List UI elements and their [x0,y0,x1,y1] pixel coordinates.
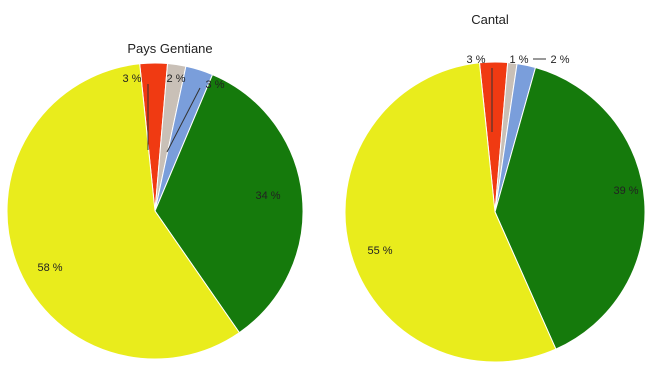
slice-label-1: 3 % [123,73,142,85]
slice-label-5: 58 % [37,262,62,274]
chart-title-pays-gentiane: Pays Gentiane [127,41,212,56]
pie-chart-pays-gentiane: Pays Gentiane 3 % 2 % 3 % 34 % 58 % [6,41,304,360]
slice-label-1: 3 % [467,54,486,66]
pie-slice-4 [494,66,646,350]
pie-slice-5 [344,62,557,363]
slice-label-2: 1 % [510,54,529,66]
pie-chart-cantal: Cantal 3 % 1 % 2 % 39 % 55 % [344,12,646,363]
leader-line-3 [166,87,201,153]
slice-label-3: 2 % [551,54,570,66]
slice-label-4: 34 % [255,190,280,202]
pie-slice-4 [154,73,304,334]
slice-label-5: 55 % [367,245,392,257]
slice-label-4: 39 % [613,185,638,197]
pie-slice-5 [6,63,241,360]
chart-title-cantal: Cantal [471,12,509,27]
slice-label-3: 3 % [206,79,225,91]
slice-label-2: 2 % [167,73,186,85]
